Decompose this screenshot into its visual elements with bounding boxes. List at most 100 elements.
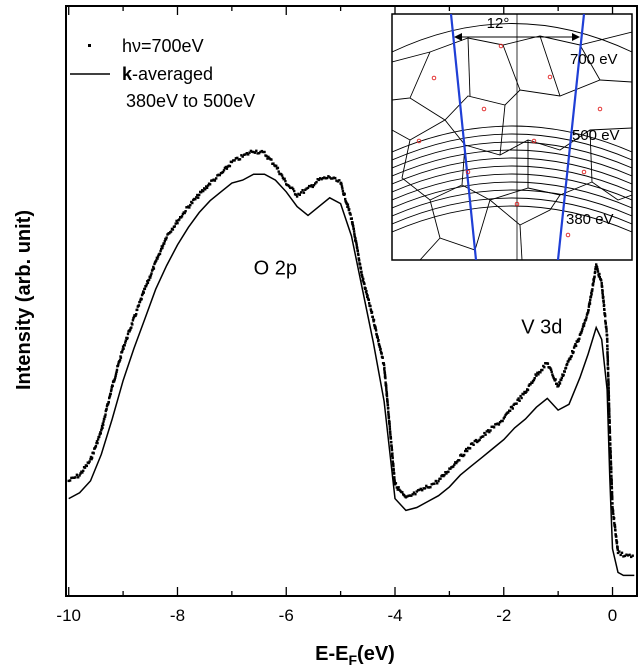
data-point xyxy=(445,472,448,475)
data-point xyxy=(242,153,246,156)
data-point xyxy=(608,419,611,423)
data-point xyxy=(340,185,344,188)
data-point xyxy=(469,442,473,446)
data-point xyxy=(609,455,612,458)
data-point xyxy=(134,314,137,317)
data-point xyxy=(609,463,613,466)
data-point xyxy=(608,428,611,431)
data-point xyxy=(357,257,361,260)
data-point xyxy=(387,412,390,416)
data-point xyxy=(585,316,588,319)
data-point xyxy=(332,176,335,179)
energy-arcs xyxy=(392,23,632,233)
data-point xyxy=(449,467,452,470)
data-point xyxy=(610,493,614,497)
data-point xyxy=(390,447,393,450)
data-point xyxy=(131,319,135,322)
data-point xyxy=(302,191,306,194)
data-point xyxy=(340,183,343,186)
data-point xyxy=(567,360,570,363)
data-point xyxy=(347,206,350,209)
data-point xyxy=(118,360,121,363)
data-point xyxy=(615,541,619,544)
x-tick-label: 0 xyxy=(608,606,617,625)
data-point xyxy=(376,336,379,340)
data-point xyxy=(620,551,624,554)
data-point xyxy=(387,410,390,413)
data-point xyxy=(421,489,424,492)
data-point xyxy=(606,344,609,347)
data-point xyxy=(123,344,126,347)
data-point xyxy=(605,330,608,333)
data-point xyxy=(431,482,435,486)
data-point xyxy=(527,384,531,387)
data-point xyxy=(602,299,605,302)
data-point xyxy=(607,405,611,408)
data-point xyxy=(105,408,108,411)
data-point xyxy=(241,155,244,158)
data-point xyxy=(163,240,166,243)
x-tick-label: -4 xyxy=(387,606,402,625)
data-point xyxy=(614,534,617,537)
data-point xyxy=(609,461,613,465)
data-point xyxy=(353,232,356,236)
data-point xyxy=(77,476,80,479)
data-point xyxy=(164,238,168,241)
data-point xyxy=(436,482,439,485)
lattice-point xyxy=(565,232,571,238)
data-point xyxy=(607,391,610,394)
data-point xyxy=(488,430,491,434)
data-point xyxy=(142,291,145,294)
data-point xyxy=(401,491,404,494)
data-point xyxy=(585,313,589,316)
data-point xyxy=(516,398,519,402)
data-point xyxy=(616,551,620,555)
zone-edge xyxy=(499,104,506,156)
data-point xyxy=(334,176,337,180)
data-point xyxy=(551,375,555,378)
data-point xyxy=(610,482,613,485)
zone-edge xyxy=(467,37,471,97)
data-point xyxy=(412,491,416,494)
data-point xyxy=(608,409,611,413)
data-point xyxy=(622,555,625,558)
data-point xyxy=(298,193,301,196)
data-point xyxy=(423,487,427,490)
data-point xyxy=(546,362,550,365)
data-point xyxy=(551,373,554,376)
data-point xyxy=(178,218,181,221)
data-point xyxy=(625,553,628,556)
data-point xyxy=(598,275,601,279)
data-point xyxy=(455,461,458,465)
data-point xyxy=(121,345,125,348)
data-point xyxy=(116,364,120,368)
data-point xyxy=(145,283,148,286)
data-point xyxy=(236,156,239,160)
data-point xyxy=(155,259,158,262)
data-point xyxy=(602,295,605,299)
data-point xyxy=(378,345,382,349)
data-point xyxy=(73,476,76,479)
data-point xyxy=(245,152,248,155)
x-axis-title-unit: (eV) xyxy=(357,643,395,665)
data-point xyxy=(92,452,95,455)
data-point xyxy=(129,328,132,331)
data-point xyxy=(71,476,74,479)
zone-edge xyxy=(419,237,441,260)
data-point xyxy=(519,394,522,398)
data-point xyxy=(237,158,240,161)
data-point xyxy=(376,335,379,338)
data-point xyxy=(267,155,270,159)
data-point xyxy=(270,158,273,161)
data-point xyxy=(383,372,387,375)
data-point xyxy=(608,431,612,434)
data-point xyxy=(610,467,613,471)
data-point xyxy=(408,494,412,497)
data-point xyxy=(537,373,540,376)
data-point xyxy=(310,184,313,187)
data-point xyxy=(611,497,614,501)
data-point xyxy=(501,419,504,423)
data-point xyxy=(248,151,251,154)
data-point xyxy=(338,179,341,182)
data-point xyxy=(588,302,592,305)
